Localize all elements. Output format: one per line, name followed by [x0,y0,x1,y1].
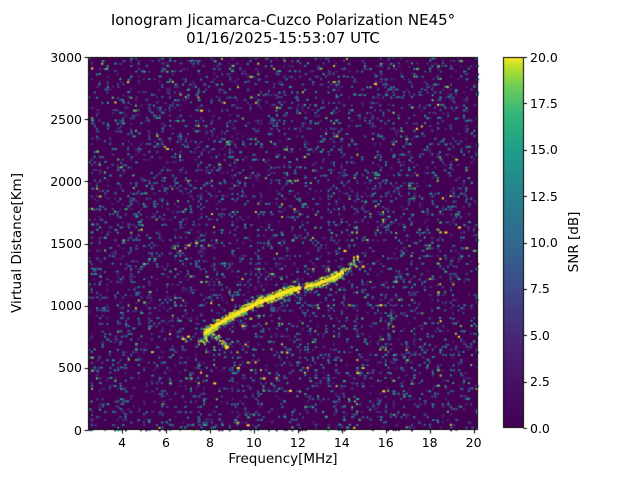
colorbar-tick-label: 0.0 [530,420,550,436]
y-tick-label: 2000 [50,173,82,189]
y-tick-label: 2500 [50,111,82,127]
x-tick-label: 8 [205,435,214,450]
x-axis-label: Frequency[MHz] [228,451,338,467]
colorbar-tick-label: 15.0 [530,142,558,158]
x-tick-label: 20 [465,435,482,450]
y-tick-label: 1000 [50,298,82,314]
y-tick-label: 0 [74,422,82,438]
y-tick-label: 1500 [50,236,82,251]
colorbar-tick-label: 17.5 [530,95,558,111]
y-tick-label: 3000 [50,49,82,65]
y-tick-label: 500 [58,360,82,376]
x-tick-label: 6 [162,435,170,450]
colorbar-label: SNR [dB] [566,211,582,273]
x-tick-label: 12 [289,435,306,450]
x-tick-label: 4 [118,435,127,450]
colorbar-tick-label: 5.0 [530,327,550,343]
x-tick-label: 18 [421,435,438,450]
colorbar-tick-label: 10.0 [530,235,558,250]
chart-title-line2: 01/16/2025-15:53:07 UTC [186,29,380,47]
x-tick-label: 16 [377,435,394,450]
x-tick-label: 14 [333,435,350,450]
chart-title-line1: Ionogram Jicamarca-Cuzco Polarization NE… [110,11,456,29]
x-tick-label: 10 [245,435,262,450]
colorbar-tick-label: 7.5 [530,281,550,297]
colorbar-tick-label: 12.5 [530,188,558,204]
colorbar-tick-label: 2.5 [530,374,550,390]
colorbar-tick-label: 20.0 [530,49,558,65]
